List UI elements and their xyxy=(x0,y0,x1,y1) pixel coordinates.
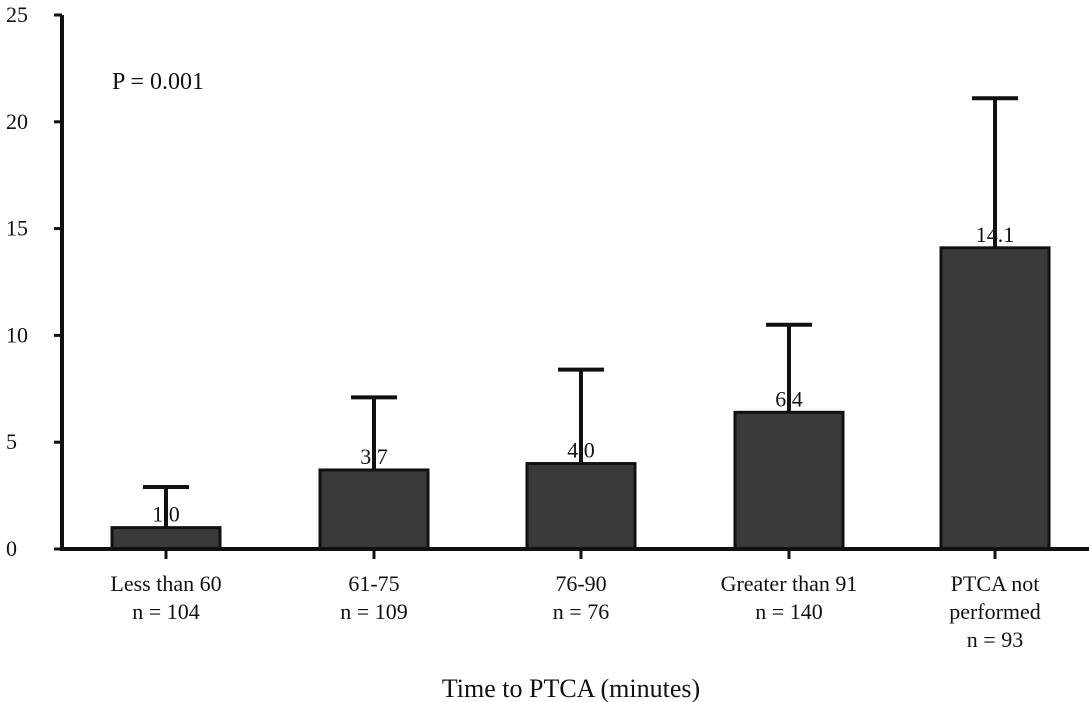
x-category-label: Greater than 91 n = 140 xyxy=(721,571,858,624)
labels-group: 0 5 10 15 20 25 Less than 60 n = 104 61-75 n = 10… xyxy=(6,2,1041,652)
data-label: 6.4 xyxy=(775,386,803,411)
x-category-label: Less than 60 n = 104 xyxy=(110,571,221,624)
y-tick-label: 25 xyxy=(6,2,28,27)
x-category-label: 76-90 n = 76 xyxy=(553,571,609,624)
y-tick-label: 20 xyxy=(6,109,28,134)
bars-group xyxy=(110,246,1051,551)
bar xyxy=(110,526,222,551)
data-label: 3.7 xyxy=(360,444,388,469)
bar xyxy=(939,246,1051,551)
y-tick-label: 10 xyxy=(6,322,28,347)
data-label: 1.0 xyxy=(152,502,180,527)
data-label: 14.1 xyxy=(976,222,1015,247)
error-bars-group xyxy=(143,96,1018,528)
y-tick-label: 15 xyxy=(6,216,28,241)
bar xyxy=(525,462,637,551)
data-label: 4.0 xyxy=(567,438,595,463)
p-value-annotation: P = 0.001 xyxy=(112,69,204,95)
bar xyxy=(733,410,845,551)
bar xyxy=(318,468,430,551)
y-tick-label: 5 xyxy=(6,429,17,454)
axes-group xyxy=(54,13,1089,559)
x-axis-title: Time to PTCA (minutes) xyxy=(442,674,700,702)
x-category-label: 61-75 n = 109 xyxy=(340,571,407,624)
y-tick-label: 0 xyxy=(6,536,17,561)
x-category-label: PTCA not performed n = 93 xyxy=(949,571,1041,652)
